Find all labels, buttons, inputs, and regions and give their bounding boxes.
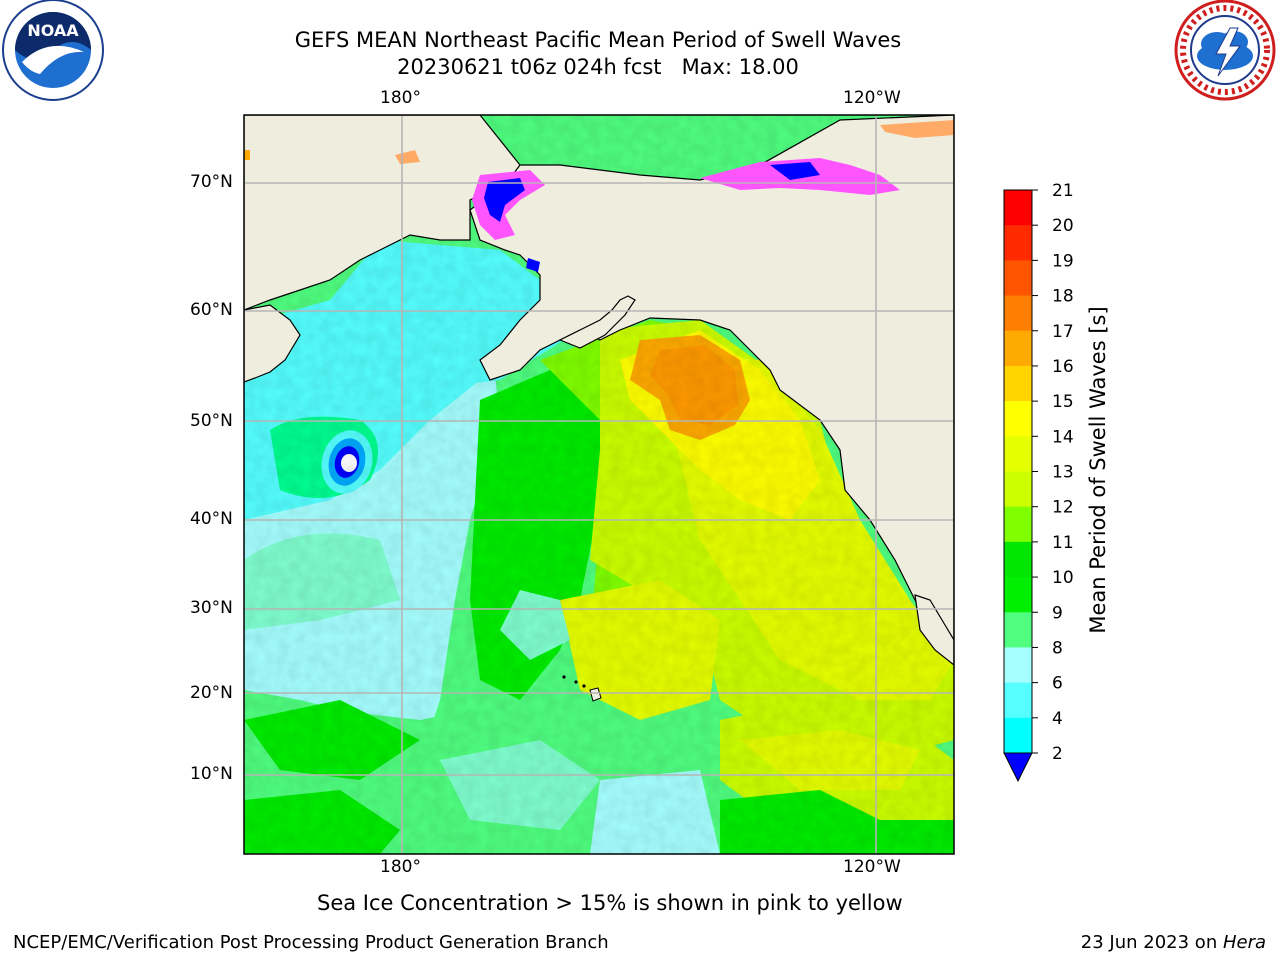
footer-organization: NCEP/EMC/Verification Post Processing Pr… <box>13 932 609 953</box>
colorbar-segment <box>1004 612 1032 648</box>
colorbar-segment <box>1004 577 1032 613</box>
colorbar-segment <box>1004 330 1032 367</box>
colorbar-tick-label: 8 <box>1052 638 1063 658</box>
colorbar-tick-label: 19 <box>1052 251 1074 271</box>
lat-label-70n: 70°N <box>190 172 233 192</box>
colorbar-segment <box>1004 506 1032 543</box>
nws-logo-icon <box>1172 0 1278 106</box>
colorbar-tick-label: 16 <box>1052 357 1074 377</box>
hawaii-islands <box>562 675 602 702</box>
map-subtitle: 20230621 t06z 024h fcst Max: 18.00 <box>397 55 799 79</box>
lon-label-top-120w: 120°W <box>843 88 901 108</box>
sea-ice-overlay <box>244 120 954 272</box>
lat-label-20n: 20°N <box>190 683 233 703</box>
footer-date-text: 23 Jun 2023 on <box>1080 932 1223 953</box>
map-title: GEFS MEAN Northeast Pacific Mean Period … <box>294 28 902 52</box>
colorbar-extend-min <box>1003 752 1033 783</box>
colorbar-label: Mean Period of Swell Waves [s] <box>1086 306 1110 634</box>
footer-host: Hera <box>1222 932 1266 953</box>
lon-label-bottom-120w: 120°W <box>843 857 901 877</box>
colorbar-segment <box>1004 365 1032 402</box>
colorbar-tick-label: 20 <box>1052 216 1074 236</box>
colorbar-tick-label: 14 <box>1052 427 1074 447</box>
colorbar-tick-label: 4 <box>1052 709 1063 729</box>
colorbar-segment <box>1004 225 1032 261</box>
map-frame <box>243 114 955 855</box>
colorbar-segment <box>1004 647 1032 684</box>
colorbar-tick-label: 2 <box>1052 744 1063 764</box>
colorbar-tick-label: 10 <box>1052 568 1074 588</box>
colorbar-segment <box>1004 682 1032 719</box>
colorbar-tick-label: 13 <box>1052 463 1074 483</box>
colorbar-tick-label: 15 <box>1052 392 1074 412</box>
colorbar-segment <box>1004 295 1032 332</box>
svg-text:NOAA: NOAA <box>27 21 79 40</box>
colorbar-tick-label: 18 <box>1052 287 1074 307</box>
footer-date: 23 Jun 2023 on Hera <box>1081 932 1266 953</box>
noaa-logo-icon: NOAA <box>0 0 106 106</box>
sea-ice-caption: Sea Ice Concentration > 15% is shown in … <box>317 891 903 915</box>
land-masses <box>244 115 954 666</box>
colorbar-tick-label: 17 <box>1052 322 1074 342</box>
lat-label-50n: 50°N <box>190 411 233 431</box>
lon-label-bottom-180: 180° <box>380 857 421 877</box>
colorbar-segment <box>1004 436 1032 472</box>
swell-period-field <box>244 115 954 854</box>
colorbar-tick-label: 12 <box>1052 498 1074 518</box>
lat-label-10n: 10°N <box>190 764 233 784</box>
colorbar-tick-label: 6 <box>1052 674 1063 694</box>
colorbar-segment <box>1004 401 1032 437</box>
colorbar: 21 20 19 18 17 16 15 14 13 12 11 10 9 8 6 4 2 <box>1003 181 1074 783</box>
colorbar-segment <box>1004 471 1032 508</box>
colorbar-segment <box>1004 717 1032 754</box>
colorbar-tick-label: 9 <box>1052 603 1063 623</box>
lat-label-60n: 60°N <box>190 300 233 320</box>
colorbar-segment <box>1004 541 1032 578</box>
colorbar-tick-label: 11 <box>1052 533 1074 553</box>
colorbar-segment <box>1004 190 1032 226</box>
lon-label-top-180: 180° <box>380 88 421 108</box>
lat-label-30n: 30°N <box>190 598 233 618</box>
lat-label-40n: 40°N <box>190 509 233 529</box>
colorbar-segment <box>1004 260 1032 297</box>
colorbar-tick-label: 21 <box>1052 181 1074 201</box>
graticule <box>244 115 954 854</box>
